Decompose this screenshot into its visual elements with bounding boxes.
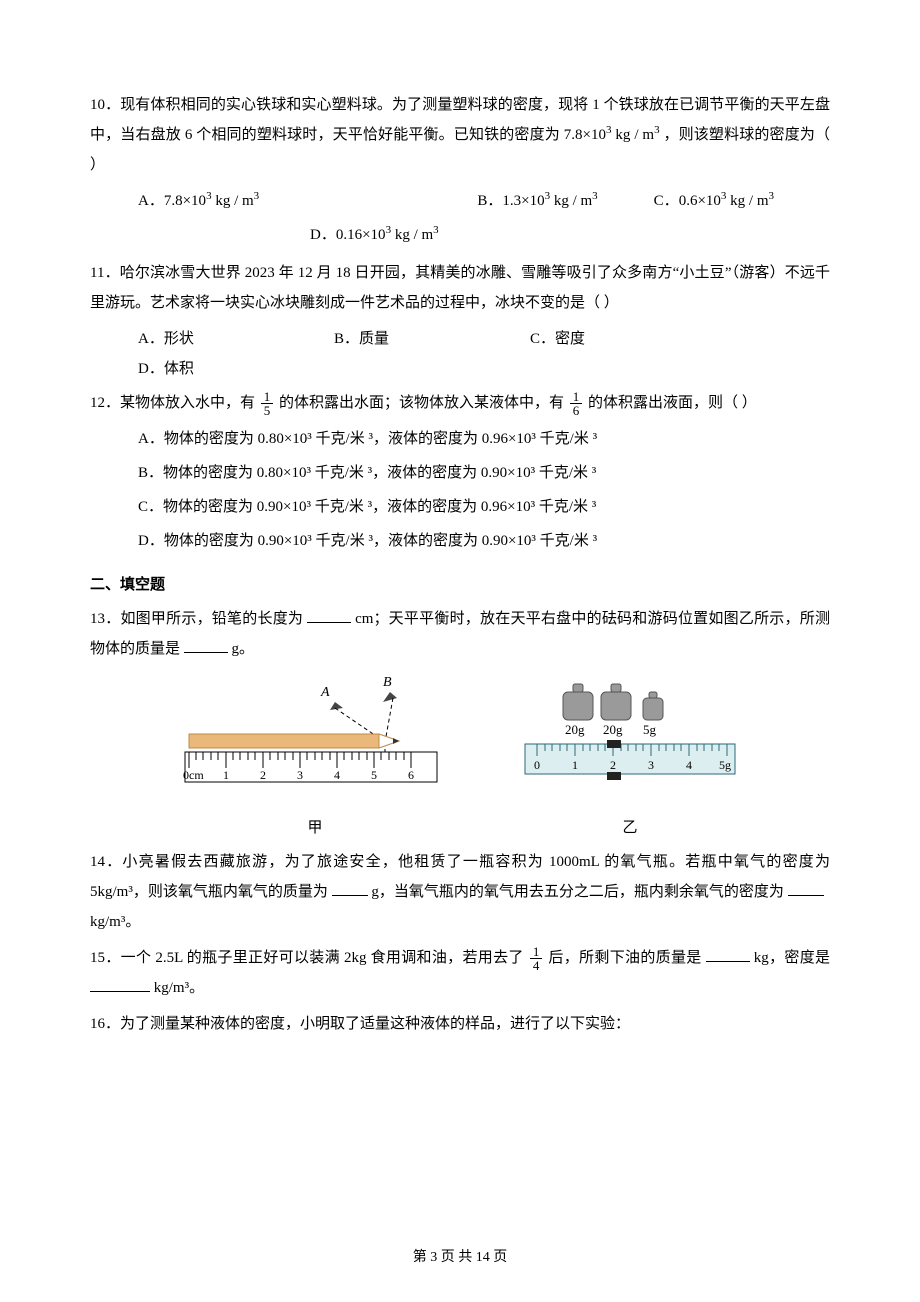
ruler-label-2: 2 bbox=[260, 768, 266, 782]
ruler-label-3: 3 bbox=[297, 768, 303, 782]
blank-o2-mass bbox=[332, 879, 368, 897]
q15-stem-c: kg，密度是 bbox=[754, 950, 830, 966]
scale-4: 4 bbox=[686, 758, 692, 772]
document-page: 10．现有体积相同的实心铁球和实心塑料球。为了测量塑料球的密度，现将 1 个铁球… bbox=[0, 0, 920, 1302]
eye-b-label: B bbox=[383, 675, 392, 690]
scale-2: 2 bbox=[610, 758, 616, 772]
figure-caption-1: 甲 bbox=[175, 813, 455, 843]
question-13: 13．如图甲所示，铅笔的长度为 cm；天平平衡时，放在天平右盘中的砝码和游码位置… bbox=[90, 604, 830, 664]
q13-stem-c: g。 bbox=[232, 641, 255, 657]
blank-oil-mass bbox=[706, 945, 750, 963]
q10-opt-a: A．7.8×103 kg / m3 bbox=[138, 186, 259, 216]
rider-bottom bbox=[607, 772, 621, 780]
figure-balance: 20g 20g 5g bbox=[515, 672, 745, 843]
q11-options: A．形状 B．质量 C．密度 D．体积 bbox=[90, 324, 830, 384]
q11-opt-d: D．体积 bbox=[138, 354, 278, 384]
eye-b-icon bbox=[383, 692, 397, 702]
q10-opt-b: B．1.3×103 kg / m3 bbox=[477, 186, 597, 216]
figure-caption-2: 乙 bbox=[515, 813, 745, 843]
w3-label: 5g bbox=[643, 722, 657, 737]
question-16: 16．为了测量某种液体的密度，小明取了适量这种液体的样品，进行了以下实验： bbox=[90, 1009, 830, 1039]
ruler-label-5: 5 bbox=[371, 768, 377, 782]
q12-opt-c: C．物体的密度为 0.90×10³ 千克/米 ³，液体的密度为 0.96×10³… bbox=[90, 492, 830, 522]
question-12: 12．某物体放入水中，有 15 的体积露出水面；该物体放入某液体中，有 16 的… bbox=[90, 388, 830, 418]
q12-opt-a: A．物体的密度为 0.80×10³ 千克/米 ³，液体的密度为 0.96×10³… bbox=[90, 424, 830, 454]
section-2-title: 二、填空题 bbox=[90, 570, 830, 600]
q12-stem-b: 的体积露出水面；该物体放入某液体中，有 bbox=[279, 395, 564, 411]
w1-label: 20g bbox=[565, 722, 585, 737]
blank-o2-density bbox=[788, 879, 824, 897]
ruler-label-6: 6 bbox=[408, 768, 414, 782]
q12-stem-a: 12．某物体放入水中，有 bbox=[90, 395, 255, 411]
q16-stem: 16．为了测量某种液体的密度，小明取了适量这种液体的样品，进行了以下实验： bbox=[90, 1016, 630, 1032]
page-footer: 第 3 页 共 14 页 bbox=[0, 1244, 920, 1272]
q13-stem-a: 13．如图甲所示，铅笔的长度为 bbox=[90, 611, 303, 627]
fraction-1-6: 16 bbox=[570, 390, 583, 417]
question-15: 15．一个 2.5L 的瓶子里正好可以装满 2kg 食用调和油，若用去了 14 … bbox=[90, 943, 830, 1003]
q11-opt-b: B．质量 bbox=[334, 324, 474, 354]
figure-ruler: A B bbox=[175, 672, 455, 843]
ruler-label-4: 4 bbox=[334, 768, 340, 782]
q11-stem: 11．哈尔滨冰雪大世界 2023 年 12 月 18 日开园，其精美的冰雕、雪雕… bbox=[90, 265, 830, 311]
q12-opt-b: B．物体的密度为 0.80×10³ 千克/米 ³，液体的密度为 0.90×10³… bbox=[90, 458, 830, 488]
q10-opt-d: D．0.16×103 kg / m3 bbox=[310, 227, 439, 243]
q11-opt-a: A．形状 bbox=[138, 324, 278, 354]
q15-stem-b: 后，所剩下油的质量是 bbox=[548, 950, 701, 966]
weight-1 bbox=[563, 684, 593, 720]
pencil-lead bbox=[393, 738, 399, 744]
question-14: 14．小亮暑假去西藏旅游，为了旅途安全，他租赁了一瓶容积为 1000mL 的氧气… bbox=[90, 847, 830, 937]
q10-options-row2: D．0.16×103 kg / m3 bbox=[90, 220, 830, 250]
scale-1: 1 bbox=[572, 758, 578, 772]
eye-a-label: A bbox=[320, 685, 330, 700]
blank-length bbox=[307, 606, 351, 624]
question-11: 11．哈尔滨冰雪大世界 2023 年 12 月 18 日开园，其精美的冰雕、雪雕… bbox=[90, 258, 830, 318]
rider-top bbox=[607, 740, 621, 748]
weight-2 bbox=[601, 684, 631, 720]
q15-stem-a: 15．一个 2.5L 的瓶子里正好可以装满 2kg 食用调和油，若用去了 bbox=[90, 950, 524, 966]
q14-stem-b: g，当氧气瓶内的氧气用去五分之二后，瓶内剩余氧气的密度为 bbox=[371, 884, 784, 900]
q14-stem-c: kg/m³。 bbox=[90, 914, 140, 930]
q10-opt-c: C．0.6×103 kg / m3 bbox=[654, 186, 774, 216]
q12-stem-c: 的体积露出液面，则（ ） bbox=[588, 395, 757, 411]
q13-figures: A B bbox=[90, 672, 830, 843]
blank-mass bbox=[184, 636, 228, 654]
q11-opt-c: C．密度 bbox=[530, 324, 670, 354]
q12-opt-d: D．物体的密度为 0.90×10³ 千克/米 ³，液体的密度为 0.90×10³… bbox=[90, 526, 830, 556]
q15-stem-d: kg/m³。 bbox=[154, 980, 204, 996]
fraction-1-4: 14 bbox=[530, 945, 543, 972]
ruler-svg: A B bbox=[175, 672, 455, 802]
weight-3 bbox=[643, 692, 663, 720]
balance-svg: 20g 20g 5g bbox=[515, 672, 745, 802]
blank-oil-density bbox=[90, 975, 150, 993]
ruler-label-0: 0cm bbox=[183, 768, 204, 782]
ruler-label-1: 1 bbox=[223, 768, 229, 782]
scale-3: 3 bbox=[648, 758, 654, 772]
w2-label: 20g bbox=[603, 722, 623, 737]
fraction-1-5: 15 bbox=[261, 390, 274, 417]
scale-5g: 5g bbox=[719, 758, 731, 772]
question-10: 10．现有体积相同的实心铁球和实心塑料球。为了测量塑料球的密度，现将 1 个铁球… bbox=[90, 90, 830, 180]
q10-iron-density: 7.8×103 kg / m3 bbox=[564, 127, 660, 143]
q10-options-row1: A．7.8×103 kg / m3 B．1.3×103 kg / m3 C．0.… bbox=[90, 186, 830, 216]
pencil-body bbox=[189, 734, 379, 748]
scale-0: 0 bbox=[534, 758, 540, 772]
